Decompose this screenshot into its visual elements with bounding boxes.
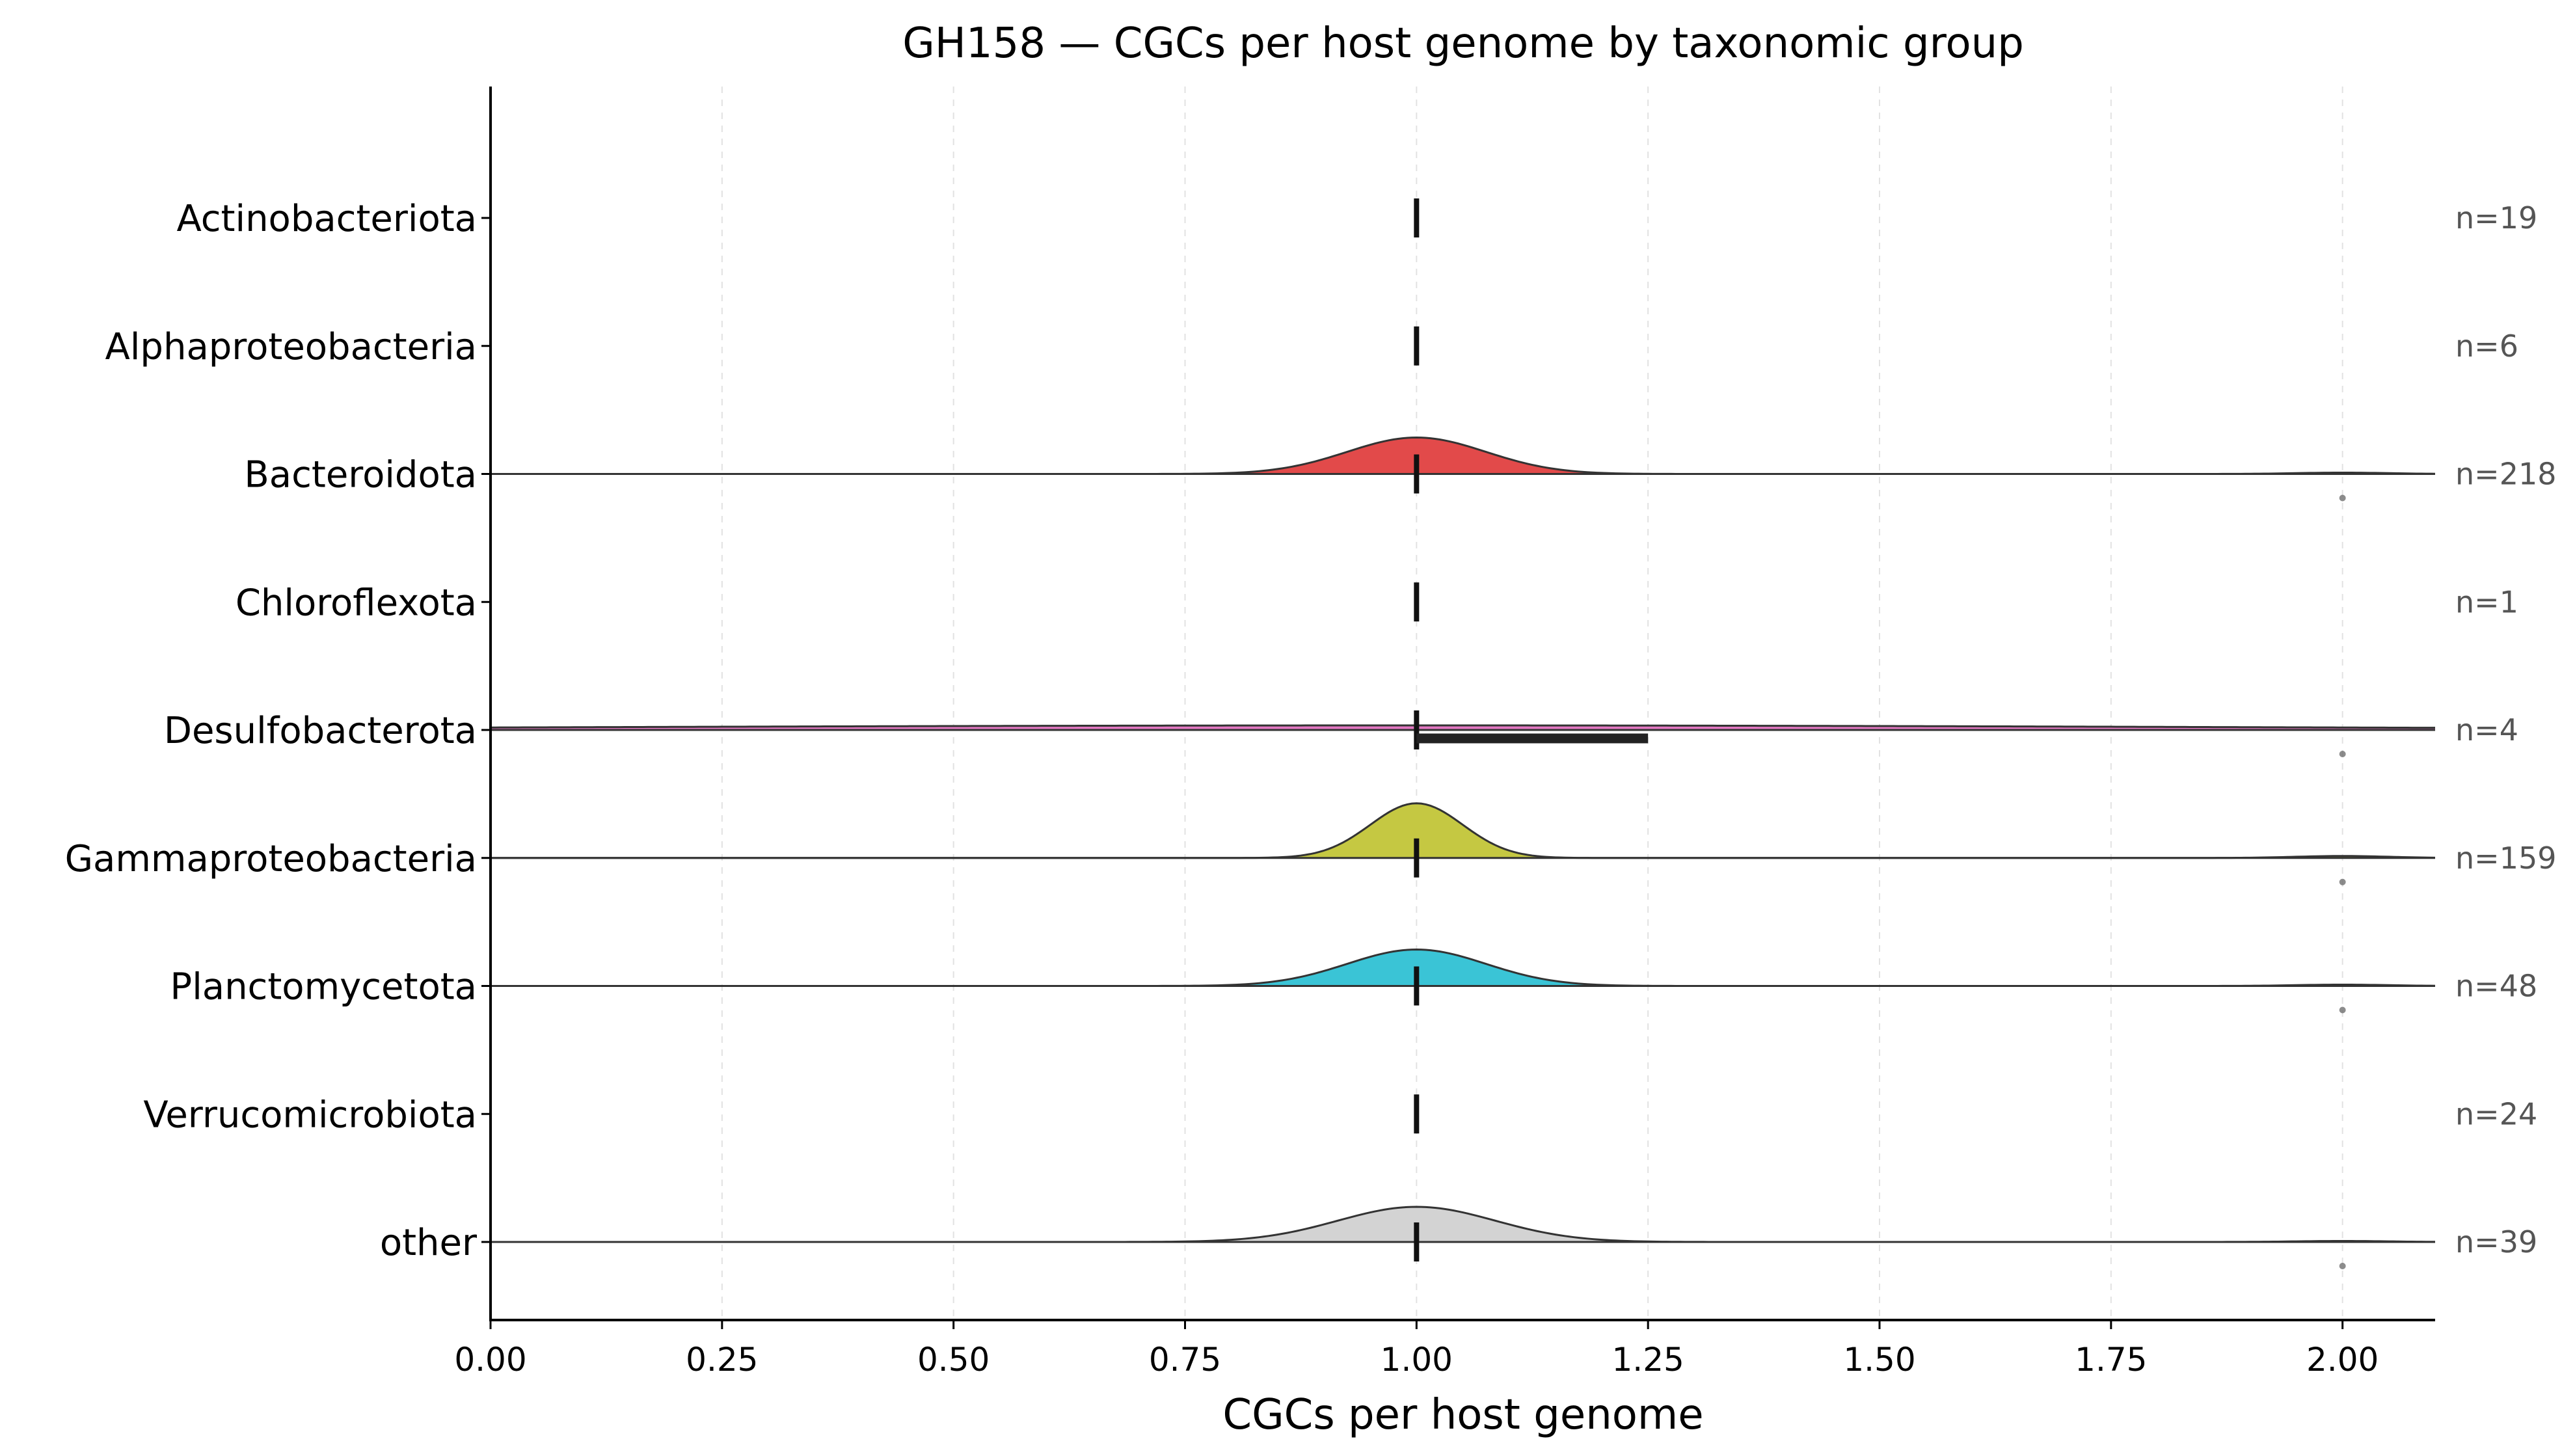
x-tick-label: 1.75 <box>2075 1341 2147 1379</box>
median-markers <box>1414 198 2346 1269</box>
y-tick-label: other <box>380 1222 478 1264</box>
outlier-point <box>2339 1263 2346 1269</box>
x-tick-label: 2.00 <box>2306 1341 2379 1379</box>
axes <box>489 87 2435 1321</box>
x-tick-label: 0.50 <box>917 1341 990 1379</box>
x-gridlines <box>721 87 2343 1320</box>
n-count-label: n=6 <box>2455 329 2518 364</box>
x-tick-label: 1.00 <box>1381 1341 1453 1379</box>
x-tick-label: 0.75 <box>1149 1341 1221 1379</box>
ridge-outline <box>490 724 2436 729</box>
ridge-fill <box>491 1207 2435 1242</box>
n-labels: n=19 n=6 n=218 n=1 n=4 n=159 n=48 n=24 n=39 <box>2455 200 2557 1260</box>
ridge-series <box>490 436 2436 1243</box>
chart-title: GH158 — CGCs per host genome by taxonomi… <box>902 20 2024 68</box>
n-count-label: n=1 <box>2455 584 2518 619</box>
x-tick-label: 1.50 <box>1843 1341 1915 1379</box>
n-count-label: n=24 <box>2455 1096 2537 1131</box>
x-ticks: 0.00 0.25 0.50 0.75 1.00 1.25 1.50 1.75 2.00 <box>454 1320 2379 1379</box>
y-tick-label: Chloroflexota <box>236 582 477 624</box>
x-axis-label: CGCs per host genome <box>1222 1391 1703 1439</box>
n-count-label: n=218 <box>2455 457 2557 492</box>
ridge-fill <box>491 949 2435 986</box>
outlier-point <box>2339 878 2346 885</box>
n-count-label: n=39 <box>2455 1224 2537 1260</box>
ridge-fill <box>491 437 2435 474</box>
y-tick-label: Verrucomicrobiota <box>143 1094 477 1136</box>
x-tick-label: 0.25 <box>686 1341 758 1379</box>
y-tick-label: Desulfobacterota <box>164 710 477 752</box>
n-count-label: n=48 <box>2455 969 2537 1004</box>
y-ticks: Actinobacteriota Alphaproteobacteria Bacte… <box>65 198 491 1264</box>
y-tick-label: Bacteroidota <box>244 454 477 496</box>
n-count-label: n=159 <box>2455 841 2557 876</box>
x-tick-label: 1.25 <box>1612 1341 1684 1379</box>
y-tick-label: Gammaproteobacteria <box>65 838 477 880</box>
outlier-point <box>2339 1006 2346 1014</box>
y-tick-label: Alphaproteobacteria <box>105 326 477 368</box>
x-tick-label: 0.00 <box>454 1341 526 1379</box>
outlier-point <box>2339 494 2346 502</box>
ridge-fill <box>491 803 2435 858</box>
y-tick-label: Planctomycetota <box>170 966 477 1008</box>
n-count-label: n=4 <box>2455 712 2518 748</box>
y-tick-label: Actinobacteriota <box>176 198 477 240</box>
outlier-point <box>2339 751 2346 757</box>
n-count-label: n=19 <box>2455 200 2537 236</box>
